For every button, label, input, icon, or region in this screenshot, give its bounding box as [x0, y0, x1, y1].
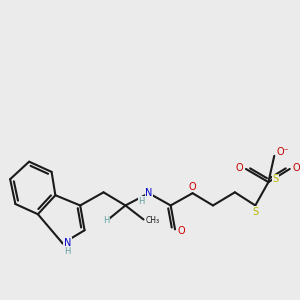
Text: N: N: [64, 238, 71, 248]
Text: O: O: [189, 182, 196, 192]
Text: O: O: [292, 163, 300, 172]
Text: CH₃: CH₃: [146, 215, 160, 224]
Text: N: N: [145, 188, 152, 198]
Text: S: S: [252, 207, 258, 217]
Text: H: H: [64, 247, 71, 256]
Text: S: S: [273, 174, 279, 184]
Text: H: H: [103, 215, 110, 224]
Text: H: H: [138, 197, 145, 206]
Text: O: O: [236, 163, 243, 172]
Text: O: O: [178, 226, 185, 236]
Text: O⁻: O⁻: [277, 147, 290, 157]
